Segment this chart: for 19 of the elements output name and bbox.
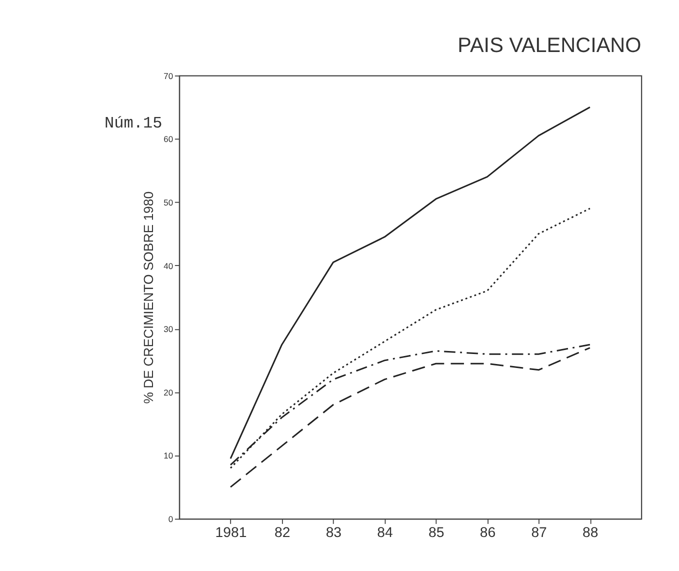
x-tick-label: 82 bbox=[274, 524, 290, 540]
x-tick-label: 1981 bbox=[215, 524, 247, 540]
x-tick-label: 88 bbox=[582, 524, 598, 540]
chart-title: PAIS VALENCIANO bbox=[458, 34, 642, 57]
x-tick-label: 86 bbox=[480, 524, 496, 540]
y-tick-label: 40 bbox=[164, 260, 174, 271]
y-tick-label: 0 bbox=[168, 514, 174, 524]
x-tick-label: 87 bbox=[531, 524, 548, 540]
y-tick-label: 60 bbox=[164, 134, 174, 144]
y-tick-label: 30 bbox=[164, 324, 174, 334]
y-tick-label: 70 bbox=[164, 70, 174, 81]
y-tick-label: 10 bbox=[164, 450, 174, 461]
y-axis-title: % DE CRECIMIENTO SOBRE 1980 bbox=[141, 191, 156, 404]
x-tick-label: 85 bbox=[428, 524, 444, 540]
y-tick-label: 50 bbox=[164, 197, 174, 208]
x-tick-label: 84 bbox=[377, 524, 394, 540]
text: Núm.15 bbox=[104, 114, 162, 132]
x-tick-label: 83 bbox=[326, 524, 342, 540]
y-tick-label: 20 bbox=[164, 387, 174, 398]
